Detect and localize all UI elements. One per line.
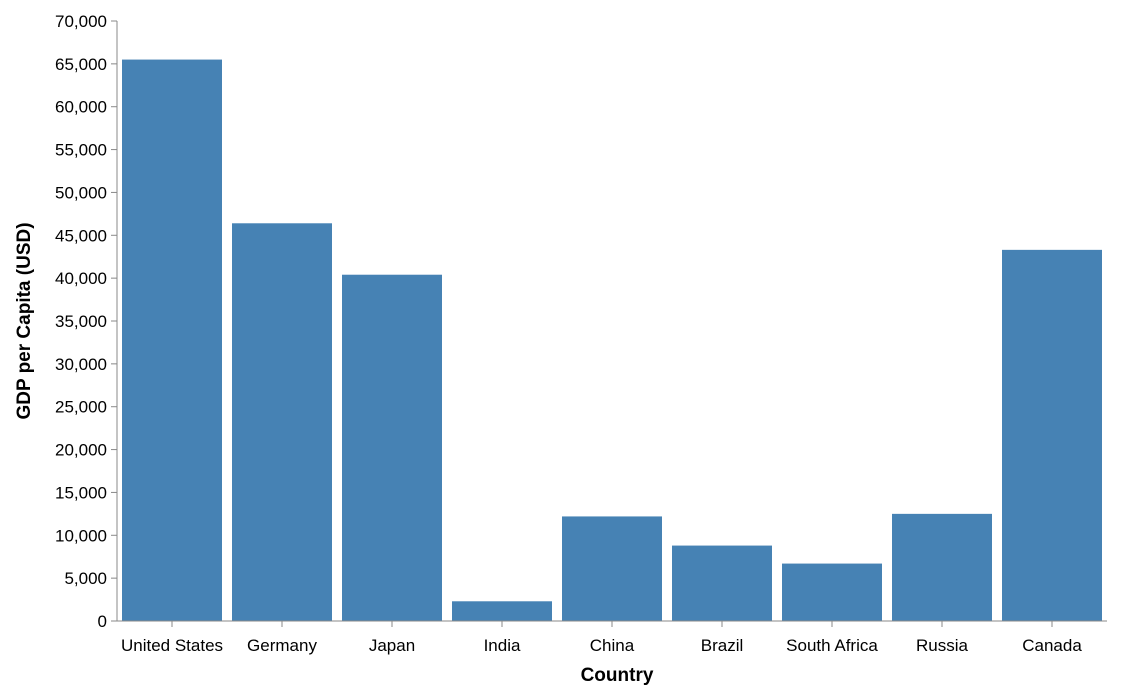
y-tick-label: 25,000 [55, 398, 107, 417]
y-tick-label: 50,000 [55, 183, 107, 202]
y-tick-label: 5,000 [64, 569, 107, 588]
x-tick-label: Japan [369, 636, 415, 655]
x-tick-label: China [590, 636, 635, 655]
x-axis-title: Country [581, 665, 654, 686]
x-tick-label: United States [121, 636, 223, 655]
bar-japan [342, 274, 442, 621]
bar-india [452, 601, 552, 621]
x-tick-label: South Africa [786, 636, 878, 655]
x-axis: United States Germany Japan India China Brazi… [117, 620, 1107, 655]
y-tick-label: 40,000 [55, 269, 107, 288]
y-tick-label: 70,000 [55, 12, 107, 31]
y-tick-label: 20,000 [55, 441, 107, 460]
bars-layer [122, 59, 1102, 622]
y-axis: 0 5,000 10,000 15,000 20,000 25,000 30,000 35,0… [55, 12, 118, 631]
y-tick-label: 0 [98, 612, 107, 631]
x-tick-label: Russia [916, 636, 969, 655]
bar-brazil [672, 545, 772, 621]
y-tick-label: 65,000 [55, 55, 107, 74]
bar-united-states [122, 59, 222, 622]
y-tick-label: 45,000 [55, 226, 107, 245]
x-tick-label: Germany [247, 636, 317, 655]
y-tick-label: 35,000 [55, 312, 107, 331]
y-tick-label: 15,000 [55, 483, 107, 502]
bar-south-africa [782, 563, 882, 621]
y-tick-label: 60,000 [55, 98, 107, 117]
x-tick-label: India [484, 636, 521, 655]
bar-russia [892, 513, 992, 621]
x-tick-label: Canada [1022, 636, 1082, 655]
y-tick-label: 55,000 [55, 141, 107, 160]
bar-germany [232, 223, 332, 622]
bar-china [562, 516, 662, 621]
y-tick-label: 30,000 [55, 355, 107, 374]
x-tick-label: Brazil [701, 636, 744, 655]
y-tick-label: 10,000 [55, 526, 107, 545]
bar-canada [1002, 249, 1102, 621]
y-axis-title: GDP per Capita (USD) [14, 222, 35, 419]
